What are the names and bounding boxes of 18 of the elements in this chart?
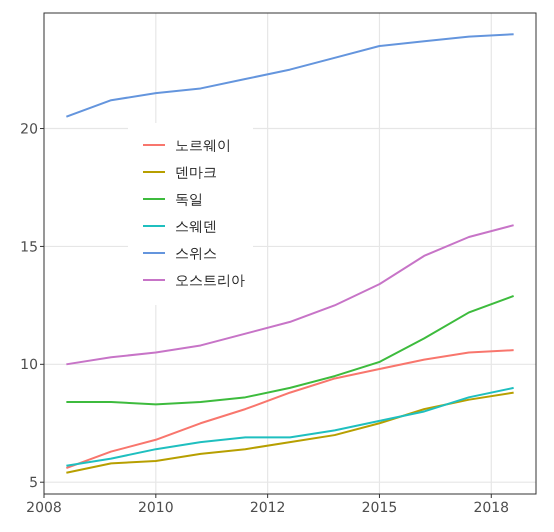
x-tick-label: 2008 bbox=[26, 500, 62, 516]
x-tick-label: 2018 bbox=[473, 500, 510, 516]
line-series bbox=[65, 33, 515, 118]
legend-label: 노르웨이 bbox=[175, 138, 231, 154]
legend-label: 오스트리아 bbox=[175, 272, 245, 289]
legend-label: 스위스 bbox=[175, 246, 217, 262]
line-series bbox=[65, 349, 515, 470]
x-tick-label: 2012 bbox=[250, 500, 286, 516]
y-tick-label: 5 bbox=[29, 475, 38, 492]
y-tick-label: 10 bbox=[20, 357, 38, 374]
line-series bbox=[65, 294, 515, 406]
legend-label: 덴마크 bbox=[175, 164, 217, 181]
y-tick-label: 15 bbox=[20, 239, 38, 256]
x-tick-label: 2015 bbox=[362, 500, 398, 516]
y-tick-label: 20 bbox=[20, 121, 38, 138]
x-tick-label: 2010 bbox=[138, 500, 174, 516]
legend-label: 스웨덴 bbox=[175, 218, 217, 235]
legend-label: 독일 bbox=[175, 192, 203, 208]
